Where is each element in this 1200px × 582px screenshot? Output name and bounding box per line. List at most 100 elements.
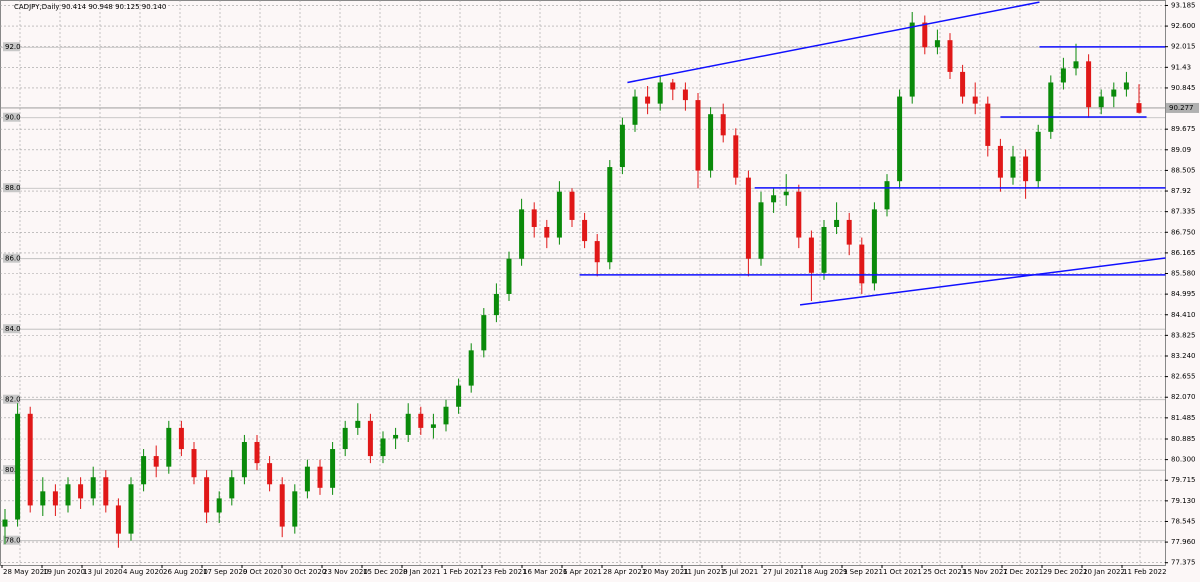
candle-body [1073, 61, 1079, 69]
candle-body [531, 209, 537, 227]
x-tick-label: 28 Apr 2021 [603, 568, 646, 576]
candle-body [556, 191, 562, 238]
candle-body [771, 195, 777, 203]
x-tick-label: 9 Oct 2020 [243, 568, 282, 576]
y-tick-label: 87.335 [1171, 208, 1196, 216]
level-label-bg [3, 42, 20, 52]
candle-body [569, 191, 575, 220]
candle-body [430, 424, 436, 428]
candle-body [304, 466, 310, 492]
y-tick-label: 79.715 [1171, 476, 1196, 484]
x-tick-label: 20 May 2021 [643, 568, 689, 576]
candle-body [204, 477, 210, 513]
plot-frame [0, 0, 1166, 566]
candle-body [52, 491, 58, 506]
x-tick-label: 4 Aug 2020 [123, 568, 163, 576]
candle-body [216, 498, 222, 513]
level-label-bg [3, 465, 20, 475]
x-tick-label: 1 Feb 2021 [443, 568, 482, 576]
candle-body [153, 456, 159, 467]
candle-body [241, 441, 247, 478]
x-tick-label: 1 Oct 2021 [883, 568, 922, 576]
level-label: 92.0 [5, 43, 21, 51]
candle-body [493, 293, 499, 316]
candle-body [65, 484, 71, 506]
candle-body [141, 456, 147, 485]
y-tick-label: 80.300 [1171, 456, 1196, 464]
candle-body [783, 191, 789, 196]
candle-body [2, 519, 8, 527]
candle-body [607, 167, 613, 263]
candle-body [972, 96, 978, 104]
x-tick-label: 5 Jul 2021 [723, 568, 758, 576]
candle-body [657, 82, 663, 104]
x-tick-label: 16 Mar 2021 [523, 568, 567, 576]
y-tick-label: 88.505 [1171, 166, 1196, 174]
price-label-bg [1166, 102, 1199, 113]
x-tick-label: 30 Oct 2020 [283, 568, 326, 576]
level-label-bg [3, 183, 20, 193]
x-tick-label: 18 Aug 2021 [803, 568, 848, 576]
y-tick-label: 84.410 [1171, 311, 1196, 319]
level-label-bg [3, 394, 20, 404]
candle-body [15, 413, 21, 520]
y-tick-label: 77.375 [1171, 559, 1196, 567]
candle-body [733, 135, 739, 178]
x-tick-label: 23 Nov 2020 [323, 568, 368, 576]
trend-line [627, 1, 1040, 84]
candle-body [178, 427, 184, 450]
candle-body [317, 466, 323, 488]
candle-body [1111, 89, 1117, 97]
candle-body [720, 114, 726, 136]
candle-body [947, 40, 953, 72]
candle-body [418, 413, 424, 428]
candle-body [922, 22, 928, 48]
candle-body [834, 219, 840, 227]
candle-body [670, 82, 676, 90]
candle-body [380, 438, 386, 457]
candle-body [393, 434, 399, 439]
candle-body [267, 463, 273, 485]
y-tick-label: 80.885 [1171, 435, 1196, 443]
candle-body [897, 96, 903, 182]
candle-body [519, 209, 525, 259]
level-label: 86.0 [5, 255, 21, 263]
candle-body [934, 40, 940, 48]
candle-body [355, 420, 361, 428]
candle-body [1023, 156, 1029, 182]
candle-body [808, 237, 814, 273]
candle-body [1048, 82, 1054, 132]
candle-body [115, 505, 121, 534]
candle-body [90, 477, 96, 499]
candle-body [544, 226, 550, 238]
candle-body [1035, 131, 1041, 182]
candle-body [191, 449, 197, 478]
price-label: 90.277 [1169, 104, 1194, 112]
x-tick-label: 25 Oct 2021 [923, 568, 966, 576]
x-tick-label: 15 Dec 2020 [363, 568, 408, 576]
candle-body [40, 491, 46, 506]
x-tick-label: 15 Nov 2021 [963, 568, 1008, 576]
y-tick-label: 79.130 [1171, 497, 1196, 505]
candle-body [846, 219, 852, 245]
candle-body [1136, 103, 1142, 113]
y-tick-label: 92.015 [1171, 43, 1196, 51]
level-label: 78.0 [5, 537, 21, 545]
y-tick-label: 84.995 [1171, 290, 1196, 298]
chart-title: CADJPY,Daily 90.414 90.948 90.125 90.140 [14, 3, 166, 11]
x-tick-label: 29 Dec 2021 [1043, 568, 1088, 576]
y-tick-label: 86.165 [1171, 249, 1196, 257]
candle-body [960, 71, 966, 97]
level-label: 82.0 [5, 396, 21, 404]
level-label: 90.0 [5, 114, 21, 122]
y-tick-label: 77.960 [1171, 538, 1196, 546]
y-tick-label: 83.240 [1171, 352, 1196, 360]
candle-body [859, 244, 865, 284]
x-tick-label: 19 Jun 2020 [43, 568, 85, 576]
x-tick-label: 20 Jan 2022 [1083, 568, 1125, 576]
x-tick-label: 26 Aug 2020 [163, 568, 208, 576]
candle-body [405, 413, 411, 435]
y-tick-label: 92.600 [1171, 22, 1196, 30]
candle-body [594, 241, 600, 263]
